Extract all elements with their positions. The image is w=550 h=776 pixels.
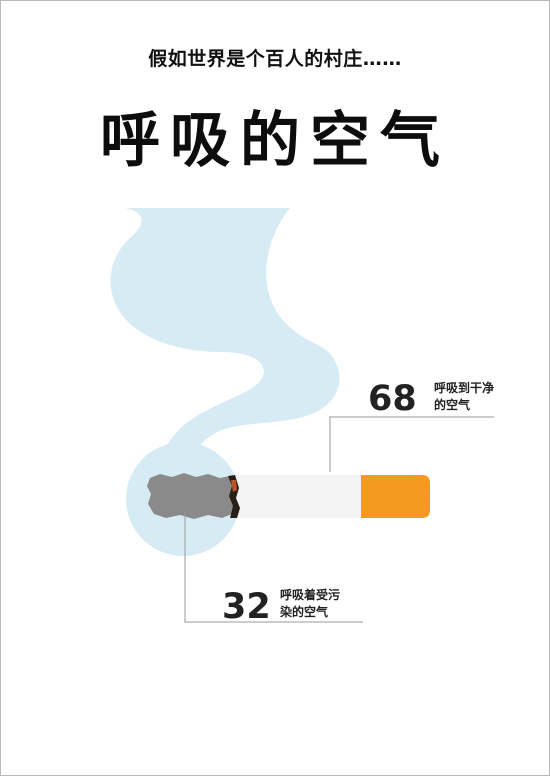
cigarette-char [228,475,240,518]
polluted-air-label: 呼吸着受污 染的空气 [280,587,360,621]
polluted-air-value: 32 [222,587,271,627]
clean-air-value: 68 [368,379,417,419]
cigarette-filter [361,475,430,518]
polluted-air-label-line1: 呼吸着受污 [280,588,341,602]
clean-air-label-line2: 的空气 [434,398,471,412]
cigarette-paper [233,475,363,518]
page-title: 呼吸的空气 [100,106,450,176]
clean-air-label-line1: 呼吸到干净 [434,381,495,395]
page-subtitle: 假如世界是个百人的村庄…… [148,48,402,70]
smoke-plume [110,208,340,470]
cigarette-ember [231,480,237,492]
cigarette-ash [147,473,236,519]
clean-air-label: 呼吸到干净 的空气 [434,380,514,414]
leader-line-32 [184,512,363,623]
leader-line-68 [329,416,494,472]
polluted-air-label-line2: 染的空气 [280,605,329,619]
